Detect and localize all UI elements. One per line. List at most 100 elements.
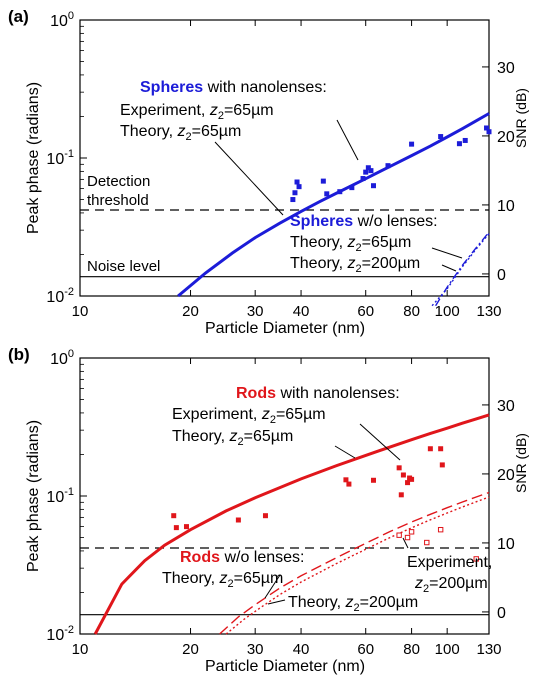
data-point-a-1 [324, 191, 330, 197]
x-tick-label: 30 [247, 303, 264, 320]
x-tick-label: 60 [357, 641, 374, 658]
panel-b-annot-wo-theory200: Theory, z2=200µm [288, 594, 418, 614]
data-point-b-1 [346, 481, 352, 487]
data-point-b-1 [262, 513, 268, 519]
data-point-a-1 [456, 141, 462, 147]
data-point-a-1 [462, 137, 468, 143]
panel-b-leader-theory [334, 445, 356, 459]
series-line-a-2 [435, 231, 490, 307]
series-line-a-3 [431, 233, 490, 307]
panel-a-annot-theory: Theory, z2=65µm [120, 123, 241, 143]
panel-a-leader-wo-65 [431, 247, 463, 259]
x-tick-label: 40 [293, 641, 310, 658]
panel-a-leader-theory [214, 141, 284, 216]
series-line-b-2 [219, 491, 490, 635]
y-tick-label: 10-1 [46, 148, 74, 168]
panel-b-annot-experiment: Experiment, z2=65µm [172, 406, 326, 426]
data-point-open-b-4 [437, 526, 444, 533]
panel-a-leader-experiment [336, 119, 359, 161]
data-point-b-1 [171, 513, 177, 519]
panel-a-label: (a) [8, 7, 29, 26]
data-point-open-b-4 [396, 532, 402, 538]
data-point-a-1 [294, 179, 300, 185]
panel-b-x-axis-title: Particle Diameter (nm) [205, 658, 365, 675]
panel-a-annot-with-title: Spheres with nanolenses: [140, 79, 327, 96]
panel-a-plot-frame [79, 19, 490, 297]
x-tick-label: 10 [72, 641, 89, 658]
data-point-a-1 [360, 176, 366, 182]
data-point-open-b-4 [473, 556, 479, 562]
panel-a-series [80, 112, 492, 307]
panel-a-ticks: 10 20 30 40 60 80 100 130 10-2 10-1 100 0 10 20 30 [46, 10, 514, 320]
x-tick-label: 80 [403, 641, 420, 658]
x-tick-label: 40 [293, 303, 310, 320]
y-tick-label: 100 [50, 10, 74, 30]
y2-tick-label: 10 [497, 198, 515, 215]
panel-b: (b) 10 20 30 40 60 80 100 130 10-2 10-1 100 0 10 20 30… [8, 345, 529, 675]
x-tick-label: 100 [435, 303, 460, 320]
data-point-b-1 [400, 472, 406, 478]
data-point-b-1 [438, 446, 444, 452]
data-point-a-1 [363, 169, 369, 175]
y2-tick-label: 20 [497, 467, 515, 484]
panel-b-annot-with-title: Rods with nanolenses: [236, 385, 400, 402]
data-point-b-1 [409, 476, 415, 482]
data-point-b-1 [235, 517, 241, 523]
panel-b-annot-theory: Theory, z2=65µm [172, 428, 293, 448]
panel-a-annot-experiment: Experiment, z2=65µm [120, 102, 274, 122]
panel-b-leader-wo-200 [267, 599, 286, 605]
panel-a-annot-wo-theory200: Theory, z2=200µm [290, 255, 420, 275]
data-point-a-1 [292, 190, 298, 196]
y-tick-label: 10-2 [46, 624, 74, 644]
data-point-b-1 [405, 480, 411, 486]
panel-b-annot-wo-title: Rods w/o lenses: [180, 549, 304, 566]
data-point-a-1 [486, 129, 492, 135]
series-line-b-0 [93, 413, 490, 635]
x-tick-label: 20 [182, 641, 199, 658]
data-point-a-1 [349, 185, 355, 191]
panel-b-ticks: 10 20 30 40 60 80 100 130 10-2 10-1 100 0 10 20 30 [46, 348, 514, 658]
panel-a-annot-wo-theory65: Theory, z2=65µm [290, 234, 411, 254]
panel-b-y-axis-title: Peak phase (radians) [25, 420, 42, 572]
data-point-a-1 [296, 184, 302, 190]
data-point-b-1 [439, 462, 445, 468]
y-tick-label: 10-2 [46, 286, 74, 306]
x-tick-label: 100 [435, 641, 460, 658]
x-tick-label: 80 [403, 303, 420, 320]
y-tick-label: 10-1 [46, 486, 74, 506]
y2-tick-label: 30 [497, 398, 515, 415]
data-point-a-1 [484, 125, 490, 131]
panel-a: (a) 10 20 30 40 60 80 100 130 10-2 10-1 100 0 10 20 30… [8, 7, 529, 337]
data-point-b-1 [343, 477, 349, 483]
panel-b-label: (b) [8, 345, 30, 364]
data-point-b-1 [183, 524, 189, 530]
data-point-b-1 [427, 446, 433, 452]
data-point-a-1 [438, 134, 444, 140]
panel-a-x-axis-title: Particle Diameter (nm) [205, 320, 365, 337]
x-tick-label: 10 [72, 303, 89, 320]
panel-a-leader-wo-200 [441, 264, 457, 272]
panel-a-threshold-label-2: threshold [87, 192, 149, 209]
x-tick-label: 30 [247, 641, 264, 658]
panel-b-annot-exp200-line1: Experiment, [407, 554, 492, 571]
panel-b-leader-wo-65 [264, 574, 281, 599]
panel-a-annot-wo-title: Spheres w/o lenses: [290, 213, 438, 230]
panel-b-leader-exp200 [402, 537, 409, 549]
panel-b-y2-axis-title: SNR (dB) [513, 433, 529, 493]
y2-tick-label: 0 [497, 605, 506, 622]
y2-tick-label: 0 [497, 267, 506, 284]
y-tick-label: 100 [50, 348, 74, 368]
data-point-b-1 [370, 477, 376, 483]
panel-b-series [80, 413, 490, 635]
panel-b-annot-exp200-line2: z2=200µm [414, 575, 488, 595]
x-tick-label: 130 [476, 303, 501, 320]
y2-tick-label: 30 [497, 60, 515, 77]
panel-b-annot-wo-theory65: Theory, z2=65µm [162, 570, 283, 590]
data-point-a-1 [320, 178, 326, 184]
data-point-a-1 [368, 168, 374, 174]
panel-a-y-axis-title: Peak phase (radians) [25, 82, 42, 234]
y2-tick-label: 10 [497, 536, 515, 553]
x-tick-label: 130 [476, 641, 501, 658]
data-point-b-1 [173, 525, 179, 531]
